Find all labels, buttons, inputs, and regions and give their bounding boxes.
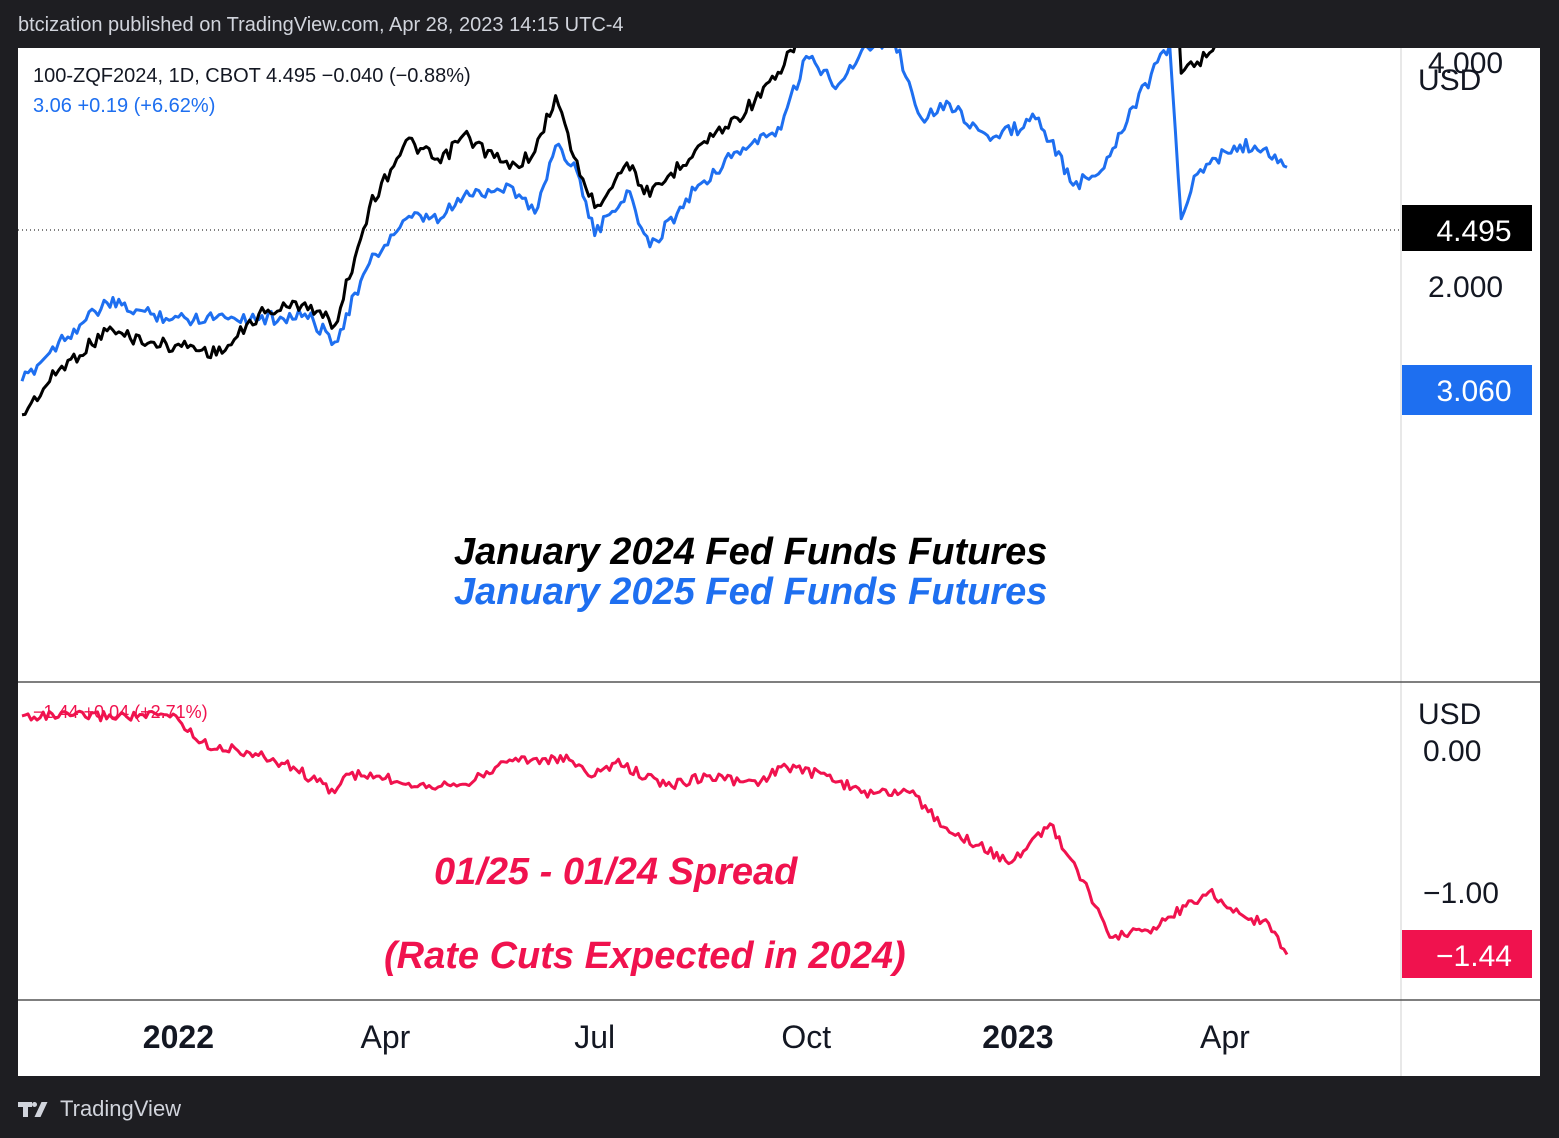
bottom-tick-label: −1.00 <box>1423 877 1499 910</box>
chart-svg[interactable]: 100-ZQF2024, 1D, CBOT 4.495 −0.040 (−0.8… <box>18 48 1540 1076</box>
annotation-spread-note: (Rate Cuts Expected in 2024) <box>384 935 906 977</box>
currency-label-top: USD <box>1418 64 1481 97</box>
series-spread-line <box>21 709 1289 956</box>
series-layer <box>20 48 1289 956</box>
series-jan2025-line <box>20 48 1288 382</box>
footer-brand: TradingView <box>60 1096 182 1121</box>
time-axis-label: 2022 <box>143 1019 214 1055</box>
time-axis-label: 2023 <box>982 1019 1053 1055</box>
annotation-jan2024: January 2024 Fed Funds Futures <box>454 531 1047 573</box>
series-jan2024-line <box>21 48 1216 417</box>
footer: TradingView <box>18 1096 181 1122</box>
time-axis-label: Jul <box>574 1019 615 1055</box>
time-axis-label: Apr <box>361 1019 411 1055</box>
time-axis-label: Apr <box>1200 1019 1250 1055</box>
price-badge-red-text: −1.44 <box>1436 940 1512 973</box>
legend-compare[interactable]: 3.06 +0.19 (+6.62%) <box>33 95 215 117</box>
chart-panel[interactable]: 100-ZQF2024, 1D, CBOT 4.495 −0.040 (−0.8… <box>18 48 1540 1076</box>
time-axis[interactable]: 2022 Apr Jul Oct 2023 Apr <box>143 1019 1250 1055</box>
price-badge-blue <box>1402 365 1532 415</box>
annotation-jan2025: January 2025 Fed Funds Futures <box>454 571 1047 613</box>
legend-spread[interactable]: −1.44 +0.04 (+2.71%) <box>33 702 208 722</box>
price-badge-blue-text: 3.060 <box>1436 375 1511 408</box>
top-tick-label: 4.000 <box>1428 48 1503 80</box>
time-axis-label: Oct <box>781 1019 831 1055</box>
price-badge-black-text: 4.495 <box>1436 215 1511 248</box>
bottom-tick-label: 0.00 <box>1423 735 1481 768</box>
publish-line: btcization published on TradingView.com,… <box>18 14 624 36</box>
annotation-spread-title: 01/25 - 01/24 Spread <box>434 851 798 893</box>
top-tick-label: 2.000 <box>1428 271 1503 304</box>
legend-main[interactable]: 100-ZQF2024, 1D, CBOT 4.495 −0.040 (−0.8… <box>33 65 471 87</box>
tradingview-logo-icon <box>18 1099 52 1119</box>
price-badge-red <box>1402 930 1532 978</box>
price-badge-black <box>1402 205 1532 251</box>
bottom-price-ticks: 0.00 −1.00 <box>1423 735 1499 910</box>
currency-label-bottom: USD <box>1418 698 1481 731</box>
